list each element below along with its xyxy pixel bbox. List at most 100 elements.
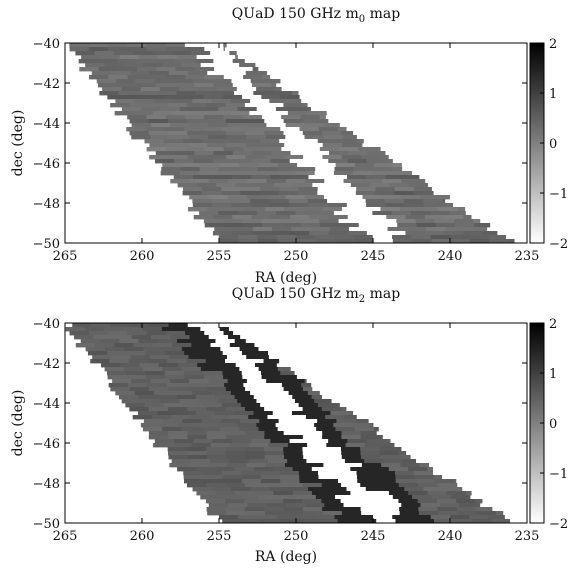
heatmap-cell xyxy=(251,231,272,236)
heatmap-cell xyxy=(284,207,304,212)
heatmap-cell xyxy=(336,419,357,424)
heatmap-cell xyxy=(137,91,158,96)
heatmap-cell xyxy=(206,103,227,108)
heatmap-cell xyxy=(259,419,280,424)
heatmap-cell xyxy=(232,159,252,164)
heatmap-cell xyxy=(243,383,264,388)
heatmap-cell xyxy=(346,175,367,180)
heatmap-cell xyxy=(285,135,305,140)
heatmap-cell xyxy=(234,91,254,96)
heatmap-cell xyxy=(274,363,277,368)
heatmap-cell xyxy=(121,87,142,92)
heatmap-cell xyxy=(187,455,208,460)
heatmap-cell xyxy=(337,471,357,476)
heatmap-cell xyxy=(322,455,343,460)
heatmap-cell xyxy=(303,207,324,212)
heatmap-cell xyxy=(214,227,234,232)
heatmap-cell xyxy=(246,463,267,468)
heatmap-cell xyxy=(172,443,193,448)
heatmap-cell xyxy=(215,467,236,472)
heatmap-cell xyxy=(166,75,186,80)
x-tick-label: 250 xyxy=(284,249,309,264)
heatmap-cell xyxy=(350,491,371,496)
heatmap-cell xyxy=(318,475,339,480)
heatmap-cell xyxy=(268,443,289,448)
heatmap-cell xyxy=(226,71,247,76)
heatmap-cell xyxy=(237,423,257,428)
heatmap-cell xyxy=(360,155,381,160)
heatmap-cell xyxy=(181,63,202,68)
heatmap-cell xyxy=(212,79,232,84)
heatmap-cell xyxy=(334,515,355,520)
heatmap-cell xyxy=(264,451,284,456)
heatmap-cell xyxy=(456,499,476,504)
heatmap-cell xyxy=(368,227,388,232)
heatmap-cell xyxy=(389,183,410,188)
heatmap-cell xyxy=(361,207,381,212)
heatmap-cell xyxy=(278,191,299,196)
y-axis-label: dec (deg) xyxy=(10,390,26,457)
heatmap-cell xyxy=(201,419,222,424)
heatmap-cell xyxy=(283,451,304,456)
heatmap-cell xyxy=(365,199,386,204)
heatmap-cell xyxy=(361,511,381,516)
heatmap-cell xyxy=(309,159,329,164)
heatmap-cell xyxy=(168,431,188,436)
heatmap-cell xyxy=(222,351,243,356)
colorbar-tick-label: −2 xyxy=(549,237,568,252)
heatmap-cell xyxy=(281,115,301,120)
heatmap-cell xyxy=(335,427,356,432)
colorbar-tick-label: 2 xyxy=(549,317,557,332)
heatmap-cell xyxy=(187,155,208,160)
heatmap-cell xyxy=(148,359,168,364)
heatmap-cell xyxy=(227,195,248,200)
heatmap-cell xyxy=(280,479,300,484)
heatmap-cell xyxy=(252,67,259,72)
heatmap-cell xyxy=(401,503,421,508)
heatmap-cell xyxy=(375,191,395,196)
y-tick-label: −50 xyxy=(33,517,60,532)
heatmap-cell xyxy=(115,79,136,84)
heatmap-cell xyxy=(325,459,346,464)
heatmap-cell xyxy=(302,387,313,392)
heatmap-cell xyxy=(238,235,258,240)
heatmap-cell xyxy=(238,167,258,172)
heatmap-cell xyxy=(218,107,238,112)
heatmap-cell xyxy=(305,503,325,508)
heatmap-cell xyxy=(157,411,177,416)
heatmap-cell xyxy=(108,47,128,52)
heatmap-cell xyxy=(129,131,150,136)
heatmap-cell xyxy=(161,327,182,332)
heatmap-cell xyxy=(189,135,209,140)
heatmap-cell xyxy=(262,223,283,228)
heatmap-cell xyxy=(219,495,240,500)
heatmap-cell xyxy=(192,391,212,396)
heatmap-cell xyxy=(266,179,287,184)
heatmap-cell xyxy=(414,471,433,476)
heatmap-cell xyxy=(401,195,421,200)
heatmap-cell xyxy=(184,115,205,120)
heatmap-cell xyxy=(238,239,259,243)
heatmap-cell xyxy=(208,123,229,128)
heatmap-cell xyxy=(168,119,188,124)
heatmap-cell xyxy=(153,391,174,396)
heatmap-cell xyxy=(289,231,310,236)
heatmap-cell xyxy=(145,371,166,376)
heatmap-cell xyxy=(298,191,318,196)
heatmap-cell xyxy=(214,411,235,416)
heatmap-cell xyxy=(206,507,227,512)
heatmap-cell xyxy=(322,119,329,124)
heatmap-cell xyxy=(204,47,225,52)
heatmap-cell xyxy=(275,423,296,428)
heatmap-cell xyxy=(273,491,294,496)
heatmap-cell xyxy=(295,107,311,112)
heatmap-cell xyxy=(276,211,296,216)
heatmap-cell xyxy=(263,483,284,488)
heatmap-cell xyxy=(242,115,263,120)
heatmap-cell xyxy=(280,95,300,100)
heatmap-cell xyxy=(408,467,428,472)
heatmap-cell xyxy=(344,415,357,420)
heatmap-cell xyxy=(120,363,140,368)
heatmap-cell xyxy=(228,503,248,508)
heatmap-cell xyxy=(398,483,419,488)
